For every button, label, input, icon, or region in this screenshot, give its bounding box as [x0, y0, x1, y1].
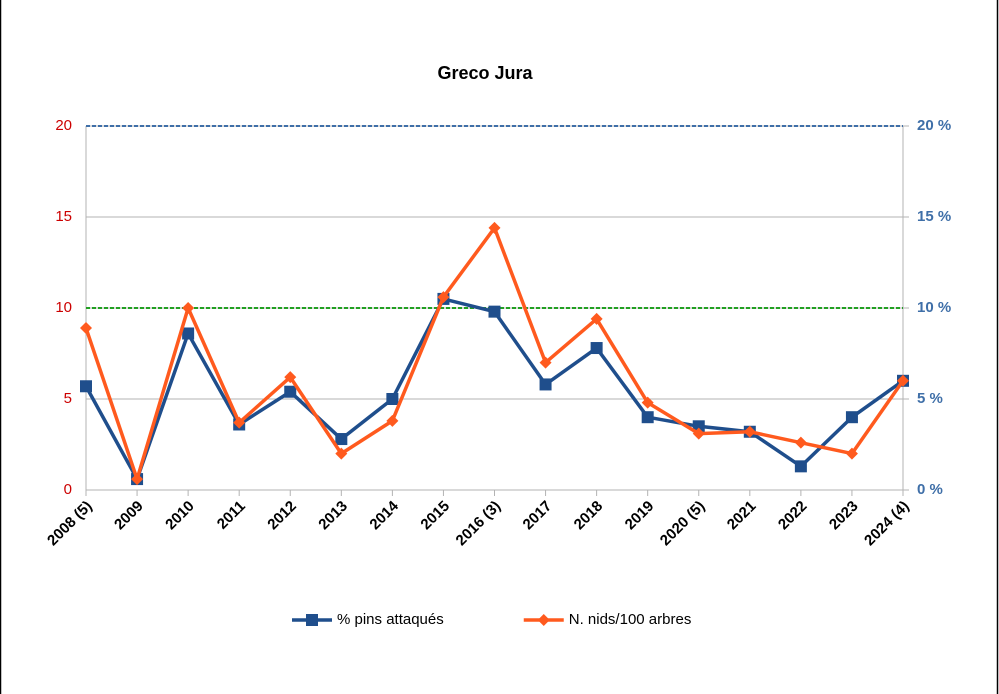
y2-tick-label: 10 %: [917, 299, 951, 316]
data-point: [539, 356, 552, 369]
data-point: [488, 305, 501, 318]
data-point: [131, 473, 144, 486]
y2-tick-label: 15 %: [917, 208, 951, 225]
y-tick-label: 5: [64, 390, 72, 407]
data-point: [692, 420, 705, 433]
y-tick-label: 10: [55, 299, 72, 316]
data-point: [182, 302, 195, 314]
data-point: [743, 425, 756, 438]
y-tick-label: 20: [55, 117, 72, 134]
legend-label: % pins attaqués: [337, 611, 444, 628]
data-point: [590, 342, 603, 355]
legend-marker: [537, 614, 550, 626]
data-point: [692, 427, 705, 440]
y-tick-label: 15: [55, 208, 72, 225]
data-point: [284, 385, 297, 398]
data-point: [386, 414, 399, 427]
data-point: [233, 416, 246, 429]
data-point: [590, 312, 603, 325]
data-point: [845, 447, 858, 460]
data-point: [897, 374, 909, 387]
y2-tick-label: 20 %: [917, 117, 951, 134]
chart-title: Greco Jura: [437, 63, 533, 83]
y-tick-label: 0: [64, 481, 72, 498]
data-point: [284, 371, 297, 384]
data-point: [794, 460, 807, 473]
data-point: [335, 447, 348, 460]
data-point: [80, 322, 92, 335]
data-point: [641, 411, 654, 424]
data-point: [182, 327, 195, 340]
data-point: [845, 411, 858, 424]
data-point: [437, 291, 450, 304]
data-point: [80, 380, 92, 393]
data-point: [386, 393, 399, 405]
y2-tick-label: 0 %: [917, 481, 943, 498]
data-point: [488, 221, 501, 234]
legend-label: N. nids/100 arbres: [569, 611, 692, 628]
data-point: [794, 436, 807, 449]
y2-tick-label: 5 %: [917, 390, 943, 407]
data-point: [335, 433, 348, 446]
data-point: [539, 378, 552, 391]
data-point: [641, 396, 654, 409]
legend-marker: [306, 614, 318, 626]
